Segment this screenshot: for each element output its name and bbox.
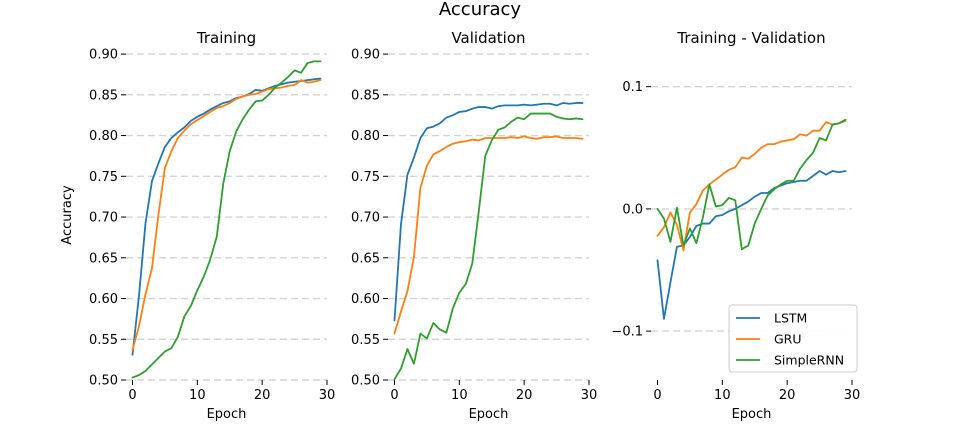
y-tick-label: 0.90 xyxy=(89,48,118,63)
chart-title: Training - Validation xyxy=(676,29,825,47)
x-tick-label: 10 xyxy=(714,388,731,403)
y-tick-label: 0.65 xyxy=(351,251,380,266)
chart-panel-validation: Validation 0.50 0.55 0.60 0.65 0.70 0.75 0.80 0.… xyxy=(351,29,597,422)
figure-title: Accuracy xyxy=(439,0,522,20)
y-tick-label: 0.50 xyxy=(89,374,118,389)
x-axis-label: Epoch xyxy=(207,407,247,422)
y-tick-label: 0.80 xyxy=(89,129,118,144)
x-axis-label: Epoch xyxy=(732,407,772,422)
x-tick-label: 30 xyxy=(581,388,598,403)
y-tick-label: 0.55 xyxy=(89,333,118,348)
chart-panel-training: Training 0.50 0.55 0.60 0.65 0.70 0.75 0.80 0.85… xyxy=(60,29,335,422)
y-tick-label: 0.75 xyxy=(351,170,380,185)
y-tick-label: 0.60 xyxy=(351,292,380,307)
series-line-gru xyxy=(656,119,847,252)
x-tick-label: 0 xyxy=(128,388,136,403)
x-tick-label: 0 xyxy=(653,388,661,403)
y-tick-label: 0.65 xyxy=(89,251,118,266)
chart-title: Validation xyxy=(451,29,525,47)
chart-panel-training-validation: Training - Validation −0.1 0.0 0.1 0 10 20 30 Ep… xyxy=(611,29,860,422)
series-line-lstm xyxy=(393,102,584,322)
y-tick-label: 0.85 xyxy=(89,88,118,103)
series-line-gru xyxy=(393,135,584,335)
y-tick-label: 0.75 xyxy=(89,170,118,185)
y-tick-label: 0.70 xyxy=(351,211,380,226)
x-tick-label: 10 xyxy=(451,388,468,403)
chart-title: Training xyxy=(196,29,256,47)
y-tick-label: 0.55 xyxy=(351,333,380,348)
x-tick-label: 0 xyxy=(390,388,398,403)
series-line-lstm xyxy=(656,170,847,320)
legend-label-lstm: LSTM xyxy=(774,311,807,326)
y-tick-label: 0.60 xyxy=(89,292,118,307)
legend-box xyxy=(728,304,858,373)
y-tick-label: 0.70 xyxy=(89,211,118,226)
x-tick-label: 10 xyxy=(189,388,206,403)
legend: LSTM GRU SimpleRNN xyxy=(728,304,858,373)
series-line-gru xyxy=(131,79,322,351)
x-tick-label: 20 xyxy=(254,388,271,403)
y-tick-label: 0.1 xyxy=(622,80,643,95)
x-axis-label: Epoch xyxy=(469,407,509,422)
x-tick-label: 20 xyxy=(516,388,533,403)
y-axis-label: Accuracy xyxy=(60,185,75,245)
x-tick-label: 30 xyxy=(319,388,336,403)
y-tick-label: 0.0 xyxy=(622,202,643,217)
legend-label-simplernn: SimpleRNN xyxy=(774,353,844,368)
x-tick-label: 30 xyxy=(844,388,861,403)
y-tick-label: 0.90 xyxy=(351,48,380,63)
series-line-simplernn xyxy=(393,112,584,381)
series-line-simplernn xyxy=(656,118,847,251)
y-tick-label: 0.85 xyxy=(351,88,380,103)
series-line-simplernn xyxy=(131,60,322,379)
y-tick-label: 0.80 xyxy=(351,129,380,144)
y-tick-label: −0.1 xyxy=(611,325,643,340)
y-tick-label: 0.50 xyxy=(351,374,380,389)
legend-label-gru: GRU xyxy=(774,332,802,347)
x-tick-label: 20 xyxy=(779,388,796,403)
series-line-lstm xyxy=(131,77,322,356)
